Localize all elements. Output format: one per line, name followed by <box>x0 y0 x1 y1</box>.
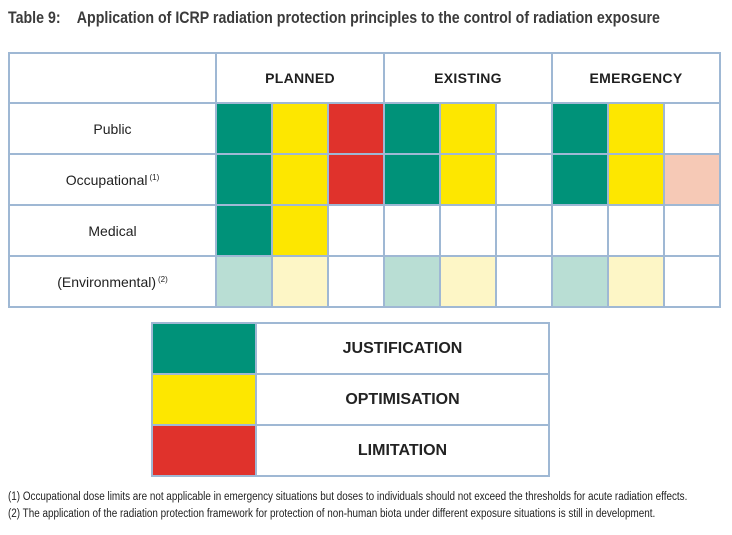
column-header-emergency: EMERGENCY <box>551 52 721 104</box>
table-row: Public <box>8 102 721 155</box>
header-row: PLANNED EXISTING EMERGENCY <box>8 52 721 104</box>
principle-cell-justification <box>551 153 609 206</box>
principle-cell-none <box>495 153 553 206</box>
principle-cell-none <box>495 255 553 308</box>
principle-cell-none <box>551 204 609 257</box>
row-label: (Environmental) (2) <box>8 255 217 308</box>
principles-table: PLANNED EXISTING EMERGENCY Public Occupat… <box>8 52 721 308</box>
header-corner-cell <box>8 52 217 104</box>
principle-cell-optimisation <box>439 153 497 206</box>
row-label-text: Medical <box>88 222 137 239</box>
principle-cell-optimisation <box>271 204 329 257</box>
row-label: Medical <box>8 204 217 257</box>
row-label-text: Public <box>93 120 132 137</box>
footnote-2: (2) The application of the radiation pro… <box>8 508 656 520</box>
principle-cell-none <box>663 204 721 257</box>
principle-cell-optimisation-light <box>271 255 329 308</box>
principle-cell-optimisation-light <box>607 255 665 308</box>
principle-cell-justification <box>551 102 609 155</box>
principle-cell-justification <box>383 102 441 155</box>
principle-cell-optimisation <box>271 153 329 206</box>
principle-cell-justification-light <box>215 255 273 308</box>
row-label-footnote-ref: (2) <box>158 274 168 284</box>
legend-label-justification: JUSTIFICATION <box>255 322 550 375</box>
principle-cell-justification-light <box>383 255 441 308</box>
table-row: Medical <box>8 204 721 257</box>
footnotes: (1) Occupational dose limits are not app… <box>8 489 732 523</box>
principle-cell-none <box>383 204 441 257</box>
principle-cell-limitation <box>327 102 385 155</box>
principle-cell-none <box>663 255 721 308</box>
table-row: (Environmental) (2) <box>8 255 721 308</box>
principle-cell-none <box>327 204 385 257</box>
row-label-text: (Environmental) <box>57 273 157 290</box>
legend-label-optimisation: OPTIMISATION <box>255 373 550 426</box>
column-header-existing: EXISTING <box>383 52 553 104</box>
row-label: Occupational (1) <box>8 153 217 206</box>
legend-row: OPTIMISATION <box>151 373 550 426</box>
principle-cell-limitation-light <box>663 153 721 206</box>
table-caption: Application of ICRP radiation protection… <box>76 9 660 27</box>
principle-cell-justification <box>215 153 273 206</box>
principle-cell-justification-light <box>551 255 609 308</box>
principle-cell-justification <box>215 102 273 155</box>
table-number: Table 9: <box>8 9 61 27</box>
principle-cell-none <box>327 255 385 308</box>
legend-swatch-limitation <box>151 424 257 477</box>
row-label-text: Occupational <box>65 171 148 188</box>
table-title: Table 9: Application of ICRP radiation pr… <box>8 9 660 33</box>
legend-label-limitation: LIMITATION <box>255 424 550 477</box>
table-row: Occupational (1) <box>8 153 721 206</box>
principle-cell-optimisation <box>607 153 665 206</box>
principle-cell-optimisation <box>271 102 329 155</box>
principle-cell-optimisation <box>439 102 497 155</box>
principle-cell-optimisation <box>607 102 665 155</box>
legend-row: JUSTIFICATION <box>151 322 550 375</box>
legend-swatch-optimisation <box>151 373 257 426</box>
principle-cell-none <box>439 204 497 257</box>
row-label-footnote-ref: (1) <box>149 172 160 182</box>
column-header-planned: PLANNED <box>215 52 385 104</box>
principle-cell-justification <box>383 153 441 206</box>
principle-cell-none <box>663 102 721 155</box>
principle-cell-limitation <box>327 153 385 206</box>
footnote-1: (1) Occupational dose limits are not app… <box>8 491 688 503</box>
principle-cell-none <box>495 204 553 257</box>
principle-cell-optimisation-light <box>439 255 497 308</box>
legend-swatch-justification <box>151 322 257 375</box>
legend-table: JUSTIFICATION OPTIMISATION LIMITATION <box>151 322 550 477</box>
legend-row: LIMITATION <box>151 424 550 477</box>
row-label: Public <box>8 102 217 155</box>
principle-cell-justification <box>215 204 273 257</box>
principle-cell-none <box>607 204 665 257</box>
principle-cell-none <box>495 102 553 155</box>
